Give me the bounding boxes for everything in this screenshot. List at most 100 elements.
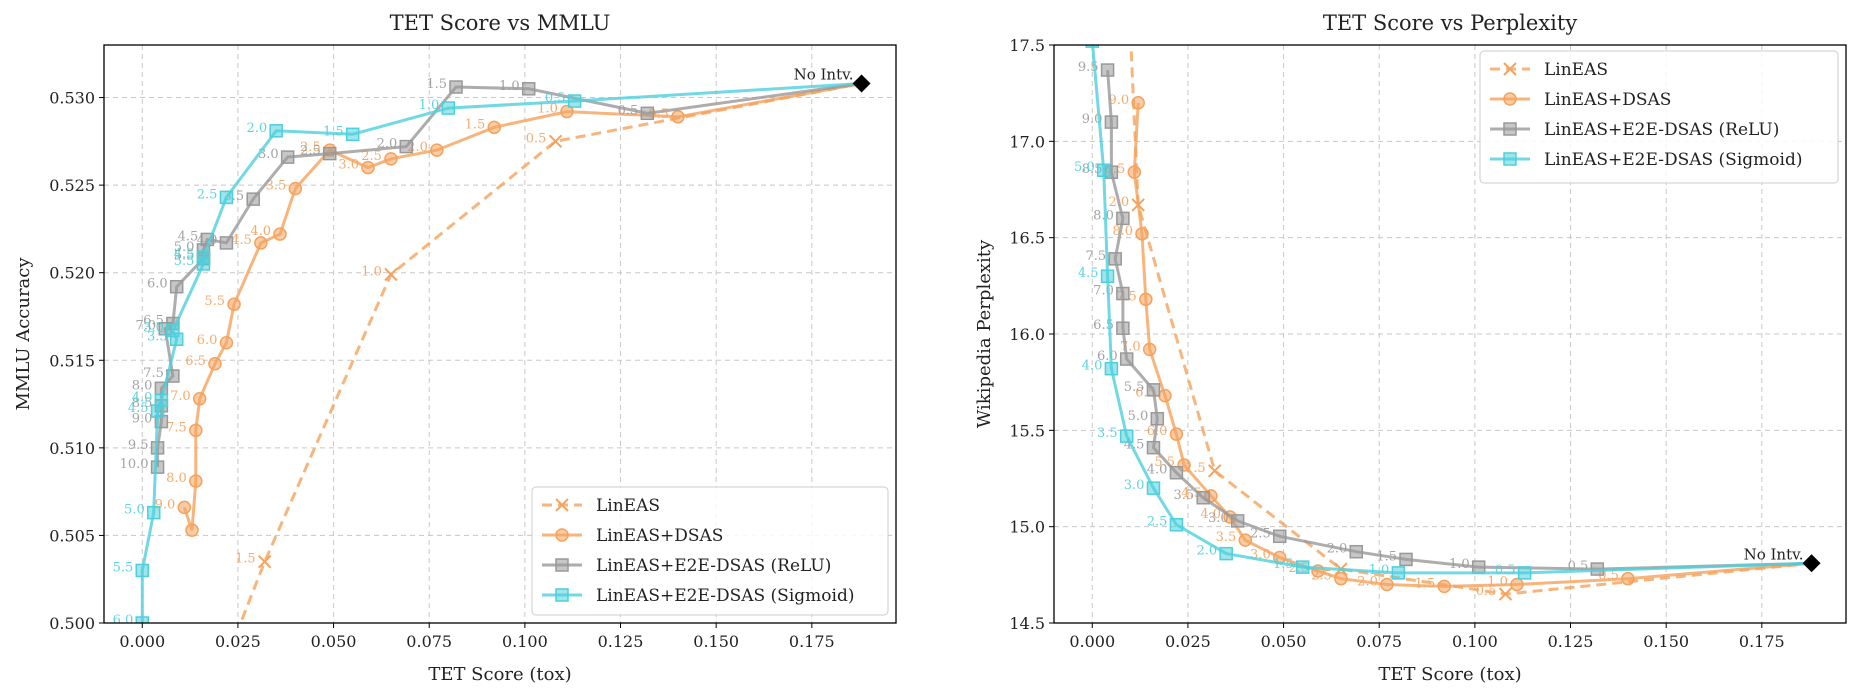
perplexity-series-lineas-e2e-dsas-relu-point-label: 7.5 <box>1086 249 1107 264</box>
perplexity-series-lineas-e2e-dsas-relu-point-label: 1.0 <box>1449 557 1470 572</box>
mmlu-series-lineas-point <box>257 554 272 569</box>
perplexity-series-lineas-dsas-point-label: 1.0 <box>1487 574 1508 589</box>
mmlu-y-tick-label: 0.500 <box>49 614 95 633</box>
mmlu-series-lineas-e2e-dsas-sigmoid-point <box>441 101 456 115</box>
mmlu-series-lineas-e2e-dsas-sigmoid-point <box>345 127 360 142</box>
mmlu-series-lineas-dsas-point-label: 5.5 <box>204 294 225 309</box>
perplexity-series-lineas-e2e-dsas-sigmoid-point <box>1096 163 1111 177</box>
perplexity-series-lineas-e2e-dsas-relu-point-label: 9.0 <box>1082 112 1103 127</box>
mmlu-series-lineas-e2e-dsas-relu-point <box>322 146 337 161</box>
mmlu-series-lineas-dsas-point <box>219 336 234 350</box>
perplexity-series-lineas-dsas-point <box>1380 577 1394 592</box>
perplexity-series-lineas-e2e-dsas-sigmoid-point <box>1391 566 1406 580</box>
mmlu-series-lineas-dsas-point <box>288 181 303 196</box>
perplexity-series-lineas-e2e-dsas-sigmoid-point <box>1146 481 1161 495</box>
perplexity-x-tick-label: 0.150 <box>1643 632 1689 651</box>
perplexity-series-lineas-e2e-dsas-relu-point-label: 5.0 <box>1128 409 1149 424</box>
perplexity-series-lineas-e2e-dsas-sigmoid-point-label: 5.0 <box>1074 160 1095 175</box>
mmlu-series-lineas-e2e-dsas-relu-point-label: 8.5 <box>132 396 153 411</box>
perplexity-series-lineas-e2e-dsas-sigmoid-line <box>1091 45 1812 575</box>
perplexity-series-lineas-e2e-dsas-sigmoid-point <box>1219 546 1233 561</box>
perplexity-series-lineas-point <box>1207 464 1222 478</box>
mmlu-series-lineas-e2e-dsas-relu-point <box>219 236 234 250</box>
perplexity-reference: No Intv. <box>1744 545 1821 573</box>
perplexity-legend-box <box>1479 50 1839 184</box>
mmlu-y-tick-label: 0.530 <box>49 89 95 108</box>
mmlu-series-lineas-e2e-dsas-sigmoid-point <box>567 94 582 108</box>
perplexity-x-tick-label: 0.000 <box>1069 632 1115 651</box>
mmlu-series-lineas-e2e-dsas-sigmoid-point <box>154 393 169 408</box>
perplexity-series-lineas-e2e-dsas-relu-point <box>1100 63 1115 77</box>
perplexity-series-lineas-e2e-dsas-relu-point <box>1116 211 1130 226</box>
mmlu-series-lineas-dsas-point-label: 3.5 <box>266 179 287 194</box>
mmlu-series-lineas-dsas-point <box>273 227 287 241</box>
perplexity-series-lineas-point <box>1125 29 1137 41</box>
perplexity-series-lineas-dsas-point-label: 3.5 <box>1216 530 1237 545</box>
perplexity-series: 2.01.50.59.08.58.07.57.06.56.05.54.54.03… <box>1063 29 1812 601</box>
mmlu-series-lineas-point-label: 1.5 <box>235 552 256 567</box>
perplexity-legend-entry-lineas-e2e-dsas-sigmoid-marker <box>1503 152 1517 166</box>
mmlu-series-lineas-e2e-dsas-sigmoid-point-label: 5.0 <box>124 503 145 518</box>
mmlu-series-lineas-dsas-point-label: 3.0 <box>338 158 359 173</box>
mmlu-x-tick-label: 0.100 <box>502 632 548 651</box>
perplexity-series-lineas-e2e-dsas-relu-point-label: 7.0 <box>1093 284 1114 299</box>
perplexity-x-tick-label: 0.125 <box>1548 632 1594 651</box>
mmlu-series-lineas-e2e-dsas-relu-point-label: 6.5 <box>143 313 164 328</box>
mmlu-series-lineas-e2e-dsas-sigmoid-point-label: 3.0 <box>143 320 164 335</box>
mmlu-series-lineas-e2e-dsas-sigmoid-point <box>166 323 180 338</box>
perplexity-series-lineas-e2e-dsas-sigmoid-point-label: 4.0 <box>1082 359 1103 374</box>
perplexity-series-lineas: 2.0 1.5 0.5 <box>1108 29 1812 601</box>
mmlu-series-lineas-e2e-dsas-relu-point <box>521 82 536 96</box>
perplexity-series-lineas-point <box>1498 587 1513 601</box>
perplexity-series-lineas-e2e-dsas-relu-point-label: 1.5 <box>1376 549 1397 564</box>
mmlu-series-lineas-dsas-point-label: 1.0 <box>537 102 558 117</box>
perplexity-y-axis-label: Wikipedia Perplexity <box>974 239 995 428</box>
mmlu-series-lineas-e2e-dsas-relu-point-label: 2.0 <box>377 137 398 152</box>
perplexity-series-lineas-e2e-dsas-sigmoid-point-label: 0.5 <box>1495 563 1516 578</box>
perplexity-series-lineas-e2e-dsas-sigmoid-point <box>1169 517 1184 532</box>
mmlu-series-lineas-e2e-dsas-relu-line <box>156 82 862 468</box>
mmlu-series-lineas-dsas-point-label: 6.5 <box>185 354 206 369</box>
perplexity-legend-entry-lineas-dsas-label: LinEAS+DSAS <box>1544 90 1671 110</box>
perplexity-series-lineas-e2e-dsas-sigmoid-point <box>1295 560 1310 574</box>
perplexity-y-tick-label: 15.5 <box>1009 421 1045 440</box>
perplexity-series-lineas-e2e-dsas-relu-point <box>1399 552 1413 567</box>
perplexity-series-lineas-e2e-dsas-sigmoid-point <box>1517 566 1532 580</box>
perplexity-series-lineas-dsas-point <box>1131 96 1145 110</box>
perplexity-ticks: 0.000 0.025 0.050 0.075 0.100 0.125 0.150 0.175… <box>1009 36 1784 651</box>
mmlu-series-lineas-e2e-dsas-sigmoid-point <box>196 250 211 264</box>
perplexity-x-tick-label: 0.075 <box>1356 632 1402 651</box>
mmlu-no-intervention-label: No Intv. <box>794 66 854 84</box>
mmlu-series-lineas-e2e-dsas-sigmoid-point-label: 1.5 <box>323 124 344 139</box>
mmlu-series-lineas-dsas-point <box>189 423 203 438</box>
mmlu-series-lineas-e2e-dsas-relu-point-label: 2.5 <box>300 144 321 159</box>
mmlu-legend-entry-lineas-e2e-dsas-sigmoid-label: LinEAS+E2E-DSAS (Sigmoid) <box>596 586 854 606</box>
perplexity-legend-entry-lineas-e2e-dsas-sigmoid-label: LinEAS+E2E-DSAS (Sigmoid) <box>1544 150 1802 170</box>
mmlu-series-lineas-e2e-dsas-relu-point-label: 6.0 <box>147 277 168 292</box>
perplexity-series-lineas-dsas-point-label: 2.0 <box>1357 574 1378 589</box>
perplexity-series-lineas-e2e-dsas-sigmoid-point-label: 3.5 <box>1097 426 1118 441</box>
mmlu-series-lineas-dsas-point <box>192 392 207 406</box>
mmlu-series-lineas-dsas-point-label: 7.5 <box>166 420 187 435</box>
perplexity-series-lineas-e2e-dsas-sigmoid: 5.55.04.54.03.53.02.52.01.5 1.0 0.5 <box>1063 45 1812 580</box>
mmlu-legend-entry-lineas-e2e-dsas-relu-label: LinEAS+E2E-DSAS (ReLU) <box>596 556 831 576</box>
mmlu-legend-entry-lineas-e2e-dsas-sigmoid-marker <box>555 588 569 602</box>
mmlu-series-lineas-e2e-dsas-sigmoid-point-label: 2.0 <box>246 121 267 136</box>
mmlu-series-lineas-e2e-dsas-relu-point-label: 7.5 <box>143 366 164 381</box>
mmlu-series-lineas-e2e-dsas-relu-point-label: 10.0 <box>120 457 149 472</box>
perplexity-series-lineas-e2e-dsas-relu-point-label: 2.5 <box>1250 526 1271 541</box>
perplexity-series-lineas-e2e-dsas-relu-point <box>1272 529 1287 544</box>
perplexity-series-lineas-e2e-dsas-relu-point <box>1119 352 1134 366</box>
perplexity-series-lineas-e2e-dsas-sigmoid-point-label: 1.0 <box>1369 563 1390 578</box>
mmlu-series-lineas-dsas-point-label: 2.5 <box>300 140 321 155</box>
perplexity-y-tick-label: 16.5 <box>1009 229 1045 248</box>
perplexity-x-tick-label: 0.175 <box>1739 632 1785 651</box>
mmlu-series-lineas-e2e-dsas-relu-point <box>449 80 463 94</box>
perplexity-series-lineas-e2e-dsas-relu-point-label: 2.0 <box>1327 542 1348 557</box>
mmlu-series-lineas-e2e-dsas-sigmoid-point-label: 0.5 <box>545 91 566 106</box>
mmlu-series-lineas-e2e-dsas-relu-point <box>169 279 184 294</box>
perplexity-series-lineas-e2e-dsas-sigmoid-point <box>1085 45 1100 48</box>
mmlu-series-lineas-e2e-dsas-sigmoid-point <box>135 616 150 623</box>
perplexity-legend-entry-lineas-e2e-dsas-relu-marker <box>1503 122 1517 136</box>
mmlu-series: 1.51.00.59.08.07.57.06.56.05.54.54.03.52… <box>113 77 862 623</box>
